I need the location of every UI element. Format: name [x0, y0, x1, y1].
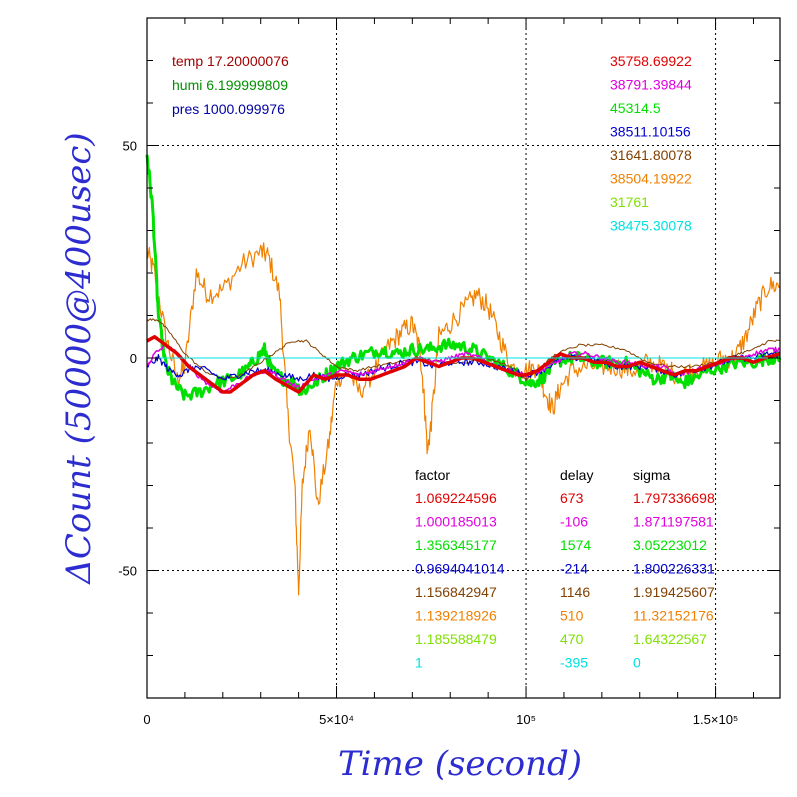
- table-cell: 470: [560, 631, 584, 647]
- table-cell: -395: [560, 655, 588, 671]
- table-cell: 1.185588479: [415, 631, 497, 647]
- environment-readout: temp 17.20000076 humi 6.199999809 pres 100…: [172, 53, 289, 117]
- table-cell: 1146: [560, 584, 590, 600]
- env-readout-line: humi 6.199999809: [172, 77, 288, 93]
- series-value: 31761: [610, 194, 649, 210]
- table-cell: 1.139218926: [415, 608, 497, 624]
- table-cell: 3.05223012: [633, 537, 707, 553]
- x-tick-label: 10⁵: [516, 712, 536, 727]
- table-header: delay: [560, 467, 593, 483]
- series-value: 38511.10156: [610, 124, 691, 140]
- table-cell: 0: [633, 655, 641, 671]
- y-tick-label: 0: [130, 351, 137, 366]
- table-cell: 1.871197581: [633, 514, 714, 530]
- table-cell: 510: [560, 608, 584, 624]
- series-mean-values: 35758.69922 38791.39844 45314.5 38511.10156…: [610, 53, 692, 234]
- series-lines: [145, 154, 782, 596]
- env-readout-line: pres 1000.099976: [172, 101, 285, 117]
- table-cell: -214: [560, 561, 588, 577]
- y-tick-label: 50: [123, 139, 137, 154]
- x-tick-label: 5×10⁴: [319, 712, 354, 727]
- table-cell: 1.069224596: [415, 490, 497, 506]
- table-cell: 1.000185013: [415, 514, 497, 530]
- x-tick-label: 1.5×10⁵: [693, 712, 739, 727]
- series-value: 38504.19922: [610, 171, 692, 187]
- y-axis-label: ΔCount (50000@400usec): [59, 132, 99, 585]
- series-value: 45314.5: [610, 100, 661, 116]
- x-tick-label: 0: [143, 712, 150, 727]
- table-cell: 1.64322567: [633, 631, 707, 647]
- x-axis-label: Time (second): [338, 744, 582, 784]
- table-cell: 0.9694041014: [415, 561, 505, 577]
- table-cell: 11.32152176: [633, 608, 714, 624]
- table-cell: 1.919425607: [633, 584, 715, 600]
- series-line-5: [146, 335, 781, 394]
- y-tick-labels: -50 0 50: [118, 139, 137, 579]
- table-cell: 1.156842947: [415, 584, 497, 600]
- series-value: 35758.69922: [610, 53, 692, 69]
- table-cell: 1574: [560, 537, 591, 553]
- series-value: 38475.30078: [610, 218, 692, 234]
- table-cell: 673: [560, 490, 584, 506]
- x-tick-labels: 0 5×10⁴ 10⁵ 1.5×10⁵: [143, 712, 738, 727]
- table-cell: 1.356345177: [415, 537, 497, 553]
- table-header: sigma: [633, 467, 671, 483]
- table-header: factor: [415, 467, 450, 483]
- env-readout-line: temp 17.20000076: [172, 53, 289, 69]
- series-value: 38791.39844: [610, 77, 692, 93]
- table-cell: 1.797336698: [633, 490, 715, 506]
- table-cell: 1: [415, 655, 423, 671]
- fit-parameter-table: factor delay sigma 1.069224596 673 1.79733669…: [415, 467, 715, 671]
- table-cell: -106: [560, 514, 588, 530]
- y-tick-label: -50: [118, 564, 137, 579]
- series-value: 31641.80078: [610, 147, 692, 163]
- axis-ticks: [147, 18, 780, 698]
- table-cell: 1.800226331: [633, 561, 715, 577]
